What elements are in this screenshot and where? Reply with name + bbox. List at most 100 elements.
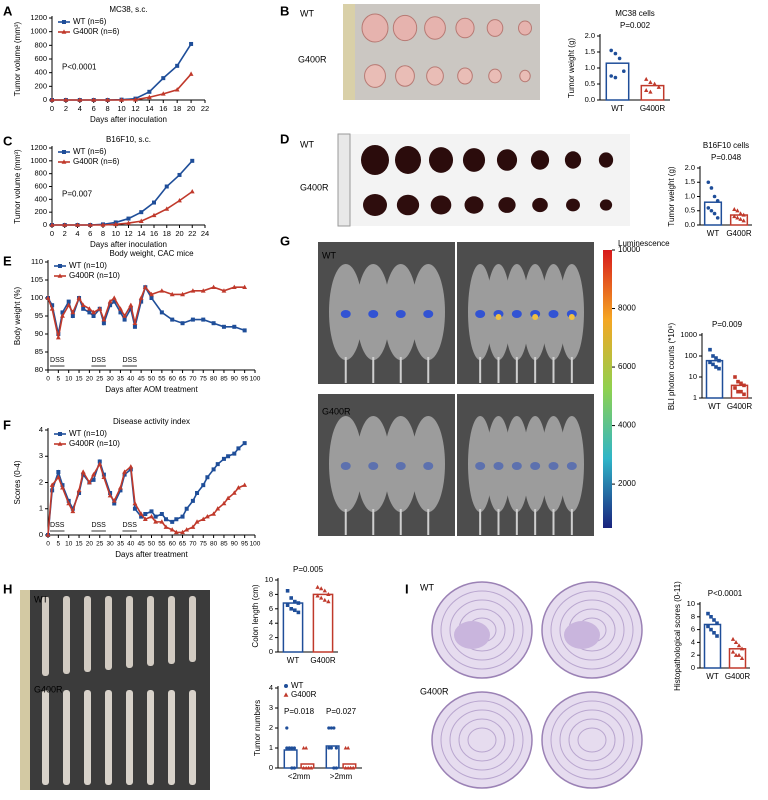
- data-point: [290, 746, 294, 750]
- data-point: [292, 766, 296, 770]
- data-point: [142, 284, 148, 289]
- photo: [458, 718, 506, 762]
- data-point: [348, 765, 353, 770]
- photo: [497, 509, 500, 535]
- data-point: [285, 726, 289, 730]
- photo: [428, 147, 454, 173]
- data-point: [76, 295, 82, 300]
- x-tick-label: 95: [241, 376, 249, 383]
- data-point: [739, 656, 745, 661]
- data-point: [327, 746, 331, 750]
- panel-letter: F: [3, 417, 11, 432]
- data-point: [315, 584, 320, 589]
- photo: [399, 509, 402, 535]
- y-tick-label: 1.5: [685, 177, 695, 186]
- data-point: [147, 89, 152, 94]
- y-tick-label: 4: [39, 425, 43, 434]
- data-point: [609, 74, 613, 78]
- data-point: [118, 485, 123, 490]
- data-point: [708, 347, 712, 352]
- data-point: [190, 158, 195, 163]
- data-point: [149, 291, 154, 297]
- photo: [449, 599, 515, 661]
- legend-label: G400R (n=6): [73, 27, 120, 36]
- x-tick-label: 70: [189, 376, 197, 383]
- photo: [63, 690, 70, 785]
- data-point: [622, 69, 626, 73]
- data-point: [730, 636, 736, 641]
- photo: [564, 621, 600, 649]
- data-point: [296, 601, 301, 605]
- photo: [479, 509, 482, 535]
- x-tick-label: 10: [65, 376, 73, 383]
- data-point: [242, 482, 248, 487]
- data-point: [188, 71, 194, 76]
- data-point: [232, 451, 237, 456]
- data-point: [285, 589, 290, 593]
- photo: [395, 65, 415, 87]
- legend-marker: [57, 273, 63, 278]
- data-point: [138, 218, 144, 223]
- y-tick-label: 0.5: [685, 206, 695, 215]
- photo: [462, 148, 486, 172]
- photo: [496, 149, 518, 171]
- photo: [467, 727, 497, 753]
- x-tick-label: 35: [117, 376, 125, 383]
- y-tick-label: 105: [30, 275, 43, 284]
- x-tick-label: 75: [200, 541, 208, 548]
- data-point: [304, 745, 309, 750]
- bar: [703, 201, 723, 226]
- data-point: [50, 303, 55, 308]
- legend-label: WT (n=10): [69, 429, 107, 438]
- photo: [189, 596, 196, 662]
- panel-letter: G: [280, 233, 290, 248]
- data-point: [55, 474, 61, 480]
- y-tick-label: 8: [691, 612, 695, 621]
- data-point: [163, 517, 168, 522]
- y-tick-label: 95: [35, 311, 43, 320]
- y-tick-label: 0: [43, 220, 47, 229]
- photo: [552, 357, 555, 383]
- y-tick-label: 2: [269, 633, 273, 642]
- y-tick-label: 1200: [30, 13, 47, 22]
- y-tick-label: 100: [30, 293, 43, 302]
- x-tick-label: 100: [250, 376, 261, 383]
- data-point: [160, 91, 166, 96]
- x-tick-label: 70: [189, 541, 197, 548]
- data-point: [648, 89, 653, 94]
- y-tick-label: 0: [691, 663, 695, 672]
- data-point: [715, 198, 720, 203]
- data-point: [66, 302, 72, 307]
- photo: [126, 596, 133, 668]
- data-point: [293, 608, 297, 613]
- data-point: [128, 302, 134, 307]
- data-point: [735, 208, 740, 213]
- data-point: [644, 88, 649, 93]
- y-tick-label: 600: [34, 181, 47, 190]
- legend-label: G400R (n=10): [69, 439, 120, 448]
- data-point: [180, 291, 185, 297]
- data-point: [711, 362, 715, 367]
- x-tick-label: 15: [75, 376, 83, 383]
- annotation: P=0.005: [293, 565, 324, 574]
- photo: [84, 596, 91, 672]
- photo: [486, 19, 504, 37]
- data-point: [177, 198, 182, 203]
- photo: [168, 596, 175, 664]
- photo: [566, 198, 580, 212]
- data-point: [200, 288, 206, 293]
- data-point: [309, 765, 314, 770]
- data-point: [712, 194, 717, 199]
- y-tick-label: 8: [269, 589, 273, 598]
- data-point: [75, 222, 80, 227]
- x-tick-label: 95: [241, 541, 249, 548]
- data-point: [319, 595, 324, 600]
- photo: [368, 310, 379, 318]
- x-tick-label: 4: [75, 229, 79, 238]
- data-point: [126, 216, 131, 221]
- x-tick-label: 25: [96, 541, 104, 548]
- y-tick-label: 1000: [30, 156, 47, 165]
- data-point: [100, 222, 106, 227]
- x-tick-label: 8: [101, 229, 105, 238]
- y-axis-label: Tumor weight (g): [567, 38, 576, 99]
